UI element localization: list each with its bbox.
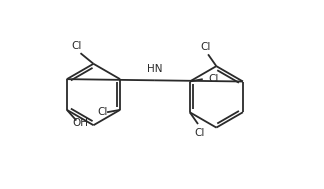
Text: HN: HN <box>147 64 163 74</box>
Text: Cl: Cl <box>208 74 218 84</box>
Text: Cl: Cl <box>194 128 204 138</box>
Text: Cl: Cl <box>201 42 211 52</box>
Text: Cl: Cl <box>71 41 81 51</box>
Text: Cl: Cl <box>97 107 108 117</box>
Text: OH: OH <box>73 118 88 128</box>
